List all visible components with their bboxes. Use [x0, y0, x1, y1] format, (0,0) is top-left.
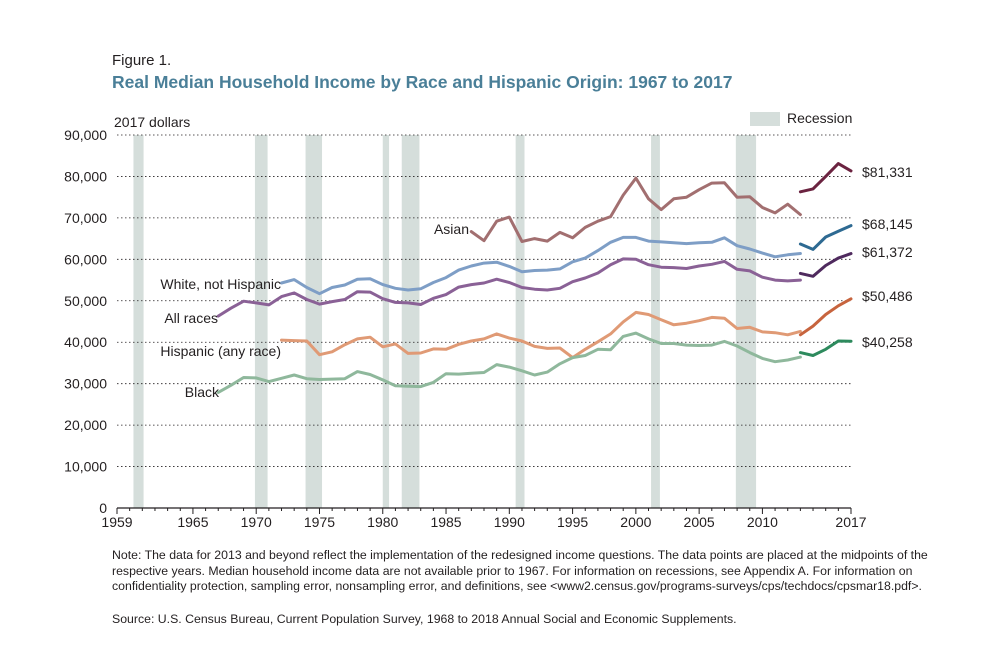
y-tick-label: 0 [99, 500, 107, 516]
series-name-label: White, not Hispanic [160, 276, 281, 292]
recession-bands [133, 135, 757, 508]
x-tick-label: 1975 [304, 514, 335, 530]
y-tick-label: 50,000 [64, 293, 107, 309]
series-line-0 [469, 176, 802, 243]
recession-band-5 [515, 135, 525, 508]
series-name-label: Asian [434, 221, 469, 237]
x-tick-label: 1995 [557, 514, 588, 530]
recession-band-7 [735, 135, 757, 508]
x-tick-label: 2017 [835, 514, 866, 530]
x-tick-label: 2010 [747, 514, 778, 530]
legend: Recession [750, 110, 852, 126]
series-line-2 [216, 257, 802, 318]
y-tick-label: 30,000 [64, 376, 107, 392]
series-labels: Asian $81,331 White, not Hispanic $68,145 Al… [160, 164, 912, 400]
series-end-value-label: $50,486 [862, 288, 913, 304]
chart-source: Source: U.S. Census Bureau, Current Popu… [112, 612, 737, 626]
recession-band-2 [305, 135, 323, 508]
x-tick-label: 2005 [684, 514, 715, 530]
series-end-value-label: $68,145 [862, 216, 913, 232]
x-tick-label: 1985 [430, 514, 461, 530]
series-line-redesigned-2 [798, 252, 853, 278]
x-tick-label: 1990 [494, 514, 525, 530]
recession-band-6 [651, 135, 660, 508]
y-unit-label: 2017 dollars [114, 114, 191, 130]
recession-band-4 [401, 135, 420, 508]
figure-title: Real Median Household Income by Race and… [112, 72, 733, 92]
x-tick-label: 1965 [177, 514, 208, 530]
series-end-value-label: $81,331 [862, 164, 913, 180]
x-tick-label: 1970 [241, 514, 272, 530]
series-line-1 [280, 235, 802, 296]
series-line-redesigned-3 [798, 297, 853, 337]
legend-swatch [750, 112, 780, 126]
series-line-redesigned-1 [798, 224, 853, 251]
y-tick-label: 20,000 [64, 417, 107, 433]
y-tick-label: 80,000 [64, 168, 107, 184]
recession-band-0 [133, 135, 144, 508]
chart-note: Note: The data for 2013 and beyond refle… [112, 548, 928, 593]
series-name-label: All races [164, 310, 218, 326]
series-end-value-label: $40,258 [862, 334, 913, 350]
figure-label: Figure 1. [112, 52, 172, 69]
series-line-4 [216, 331, 802, 394]
x-tick-label: 1959 [101, 514, 132, 530]
series-lines [216, 162, 853, 394]
x-tick-label: 1980 [367, 514, 398, 530]
series-line-3 [280, 310, 802, 360]
y-tick-label: 60,000 [64, 251, 107, 267]
series-end-value-label: $61,372 [862, 244, 913, 260]
series-line-redesigned-4 [798, 339, 853, 357]
gridlines: 0 10,000 20,000 30,000 40,000 50,000 60,000 70,… [64, 127, 851, 516]
series-line-redesigned-0 [798, 162, 853, 194]
legend-label: Recession [787, 110, 852, 126]
y-tick-label: 10,000 [64, 459, 107, 475]
x-tick-label: 2000 [620, 514, 651, 530]
y-tick-label: 70,000 [64, 210, 107, 226]
series-name-label: Hispanic (any race) [160, 343, 281, 359]
y-tick-label: 40,000 [64, 334, 107, 350]
y-tick-label: 90,000 [64, 127, 107, 143]
series-name-label: Black [185, 384, 220, 400]
recession-band-3 [382, 135, 390, 508]
recession-band-1 [254, 135, 268, 508]
axes: 1959 1965 1970 1975 1980 1985 1990 1995 2000 2005… [101, 507, 867, 530]
